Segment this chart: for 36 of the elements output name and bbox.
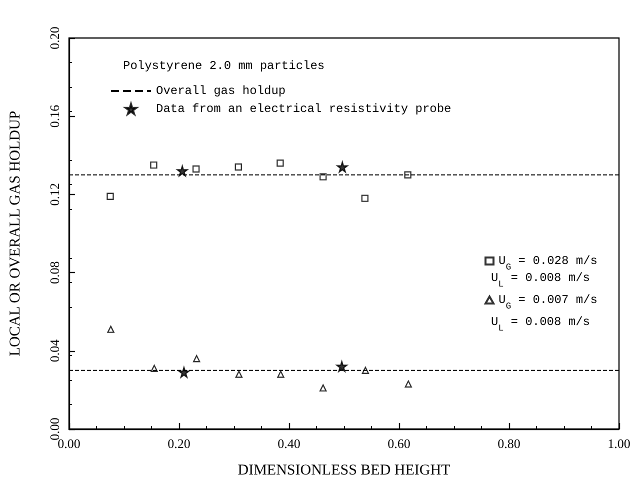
point <box>277 370 284 378</box>
point <box>193 355 200 362</box>
legend-label: Data from an electrical resistivity probe <box>156 102 452 116</box>
point <box>150 364 158 372</box>
point <box>234 163 242 171</box>
point <box>320 384 327 392</box>
point <box>404 380 412 388</box>
point <box>150 161 158 169</box>
point <box>361 194 368 202</box>
y-tick-label: 0.04 <box>47 338 62 362</box>
point <box>176 165 188 177</box>
y-axis-title: LOCAL OR OVERALL GAS HOLDUP <box>8 110 24 356</box>
y-tick-label: 0.16 <box>47 104 62 128</box>
y-tick-label: 0.12 <box>47 183 62 206</box>
point <box>235 370 243 378</box>
point <box>178 366 190 378</box>
legend-label: Overall gas holdup <box>156 84 286 98</box>
x-tick-label: 1.00 <box>608 436 630 451</box>
point <box>107 326 114 333</box>
x-tick-label: 0.80 <box>498 436 520 451</box>
y-tick-label: 0.20 <box>47 26 62 50</box>
point <box>106 192 114 200</box>
y-tick-label: 0.08 <box>47 261 62 284</box>
x-tick-label: 0.00 <box>58 436 80 451</box>
point <box>276 160 284 167</box>
x-tick-label: 0.40 <box>278 436 300 451</box>
point <box>336 360 348 372</box>
point <box>320 173 327 180</box>
x-tick-label: 0.60 <box>388 436 410 451</box>
point <box>192 165 200 173</box>
legend-title: Polystyrene 2.0 mm particles <box>123 59 325 73</box>
x-axis-title: DIMENSIONLESS BED HEIGHT <box>238 462 450 478</box>
point <box>404 171 412 178</box>
point <box>336 161 348 173</box>
x-tick-label: 0.20 <box>168 436 190 451</box>
point <box>362 366 370 374</box>
